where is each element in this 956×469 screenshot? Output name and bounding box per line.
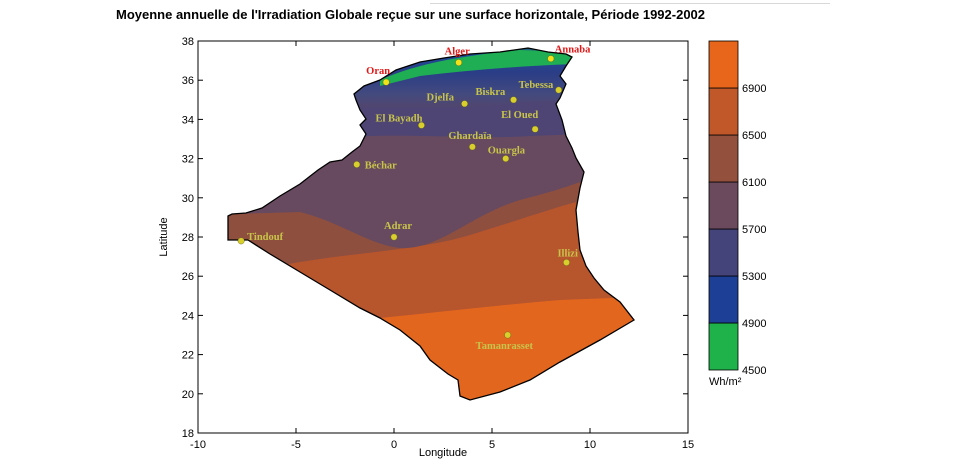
city-marker (502, 155, 510, 163)
title-rule (430, 3, 830, 4)
cities-layer: Alger Annaba Oran Tebessa Biskra Djelfa El Bay… (237, 45, 591, 352)
city-label: Annaba (555, 45, 591, 56)
legend-tick-label: 5700 (742, 224, 766, 236)
x-axis: -10 -5 0 5 10 15 (190, 41, 694, 451)
x-tick-label: -10 (190, 439, 206, 451)
legend-band (708, 87, 739, 136)
city-marker (237, 237, 245, 245)
city-label: Illizi (557, 248, 577, 259)
y-tick-label: 38 (182, 36, 194, 48)
city-marker (468, 143, 476, 151)
y-tick-label: 30 (182, 193, 194, 205)
y-axis-title: Latitude (158, 217, 170, 256)
city-marker (504, 331, 512, 339)
x-tick-label: 5 (489, 439, 495, 451)
city-marker (547, 55, 555, 63)
legend-tick-label: 6100 (742, 177, 766, 189)
city-label: El Oued (501, 110, 538, 121)
y-tick-label: 32 (182, 154, 194, 166)
city-label: Alger (445, 47, 470, 58)
legend-band (708, 40, 739, 89)
city-marker (531, 125, 539, 133)
x-axis-title: Longitude (419, 447, 467, 459)
legend-band (708, 181, 739, 230)
y-tick-label: 18 (182, 428, 194, 440)
color-legend: 4500 4900 5300 5700 6100 6500 6900 (708, 40, 766, 377)
zone-4500-4900 (380, 50, 575, 86)
y-tick-label: 20 (182, 389, 194, 401)
x-tick-label: -5 (291, 439, 301, 451)
x-tick-label: 10 (584, 439, 596, 451)
city-label: Tamanrasset (476, 341, 534, 352)
legend-tick-label: 6500 (742, 130, 766, 142)
city-label: Tindouf (247, 232, 283, 243)
y-tick-label: 24 (182, 310, 194, 322)
city-marker (455, 59, 463, 66)
legend-tick-label: 4900 (742, 318, 766, 330)
city-marker (555, 86, 563, 94)
legend-tick-label: 6900 (742, 83, 766, 95)
city-label: Béchar (365, 160, 397, 171)
y-tick-label: 26 (182, 271, 194, 283)
y-tick-label: 22 (182, 350, 194, 362)
legend-tick-label: 4500 (742, 365, 766, 377)
map-title: Moyenne annuelle de l'Irradiation Global… (116, 7, 706, 22)
y-tick-label: 36 (182, 75, 194, 87)
y-tick-label: 34 (182, 114, 194, 126)
legend-band (708, 275, 739, 324)
city-label: Adrar (384, 221, 412, 232)
city-label: Tebessa (519, 80, 554, 91)
x-tick-label: 0 (391, 439, 397, 451)
legend-band (708, 322, 739, 371)
city-label: Ghardaïa (448, 131, 492, 142)
city-marker (353, 161, 361, 168)
legend-band (708, 228, 739, 277)
legend-unit: Wh/m² (709, 376, 742, 388)
city-label: El Bayadh (375, 113, 422, 124)
legend-tick-label: 5300 (742, 271, 766, 283)
city-marker (390, 233, 398, 241)
city-marker (461, 100, 468, 108)
city-marker (563, 259, 570, 266)
city-label: Djelfa (427, 93, 455, 104)
city-label: Ouargla (488, 146, 526, 157)
city-marker (510, 96, 517, 104)
city-marker (382, 78, 390, 86)
city-marker (418, 121, 425, 129)
y-tick-label: 28 (182, 232, 194, 244)
legend-band (708, 134, 739, 183)
country-outline (227, 47, 635, 401)
city-label: Oran (366, 66, 390, 77)
y-axis: 18 20 22 24 26 28 30 32 34 36 38 (182, 36, 688, 440)
x-tick-label: 15 (682, 439, 694, 451)
city-label: Biskra (476, 87, 507, 98)
